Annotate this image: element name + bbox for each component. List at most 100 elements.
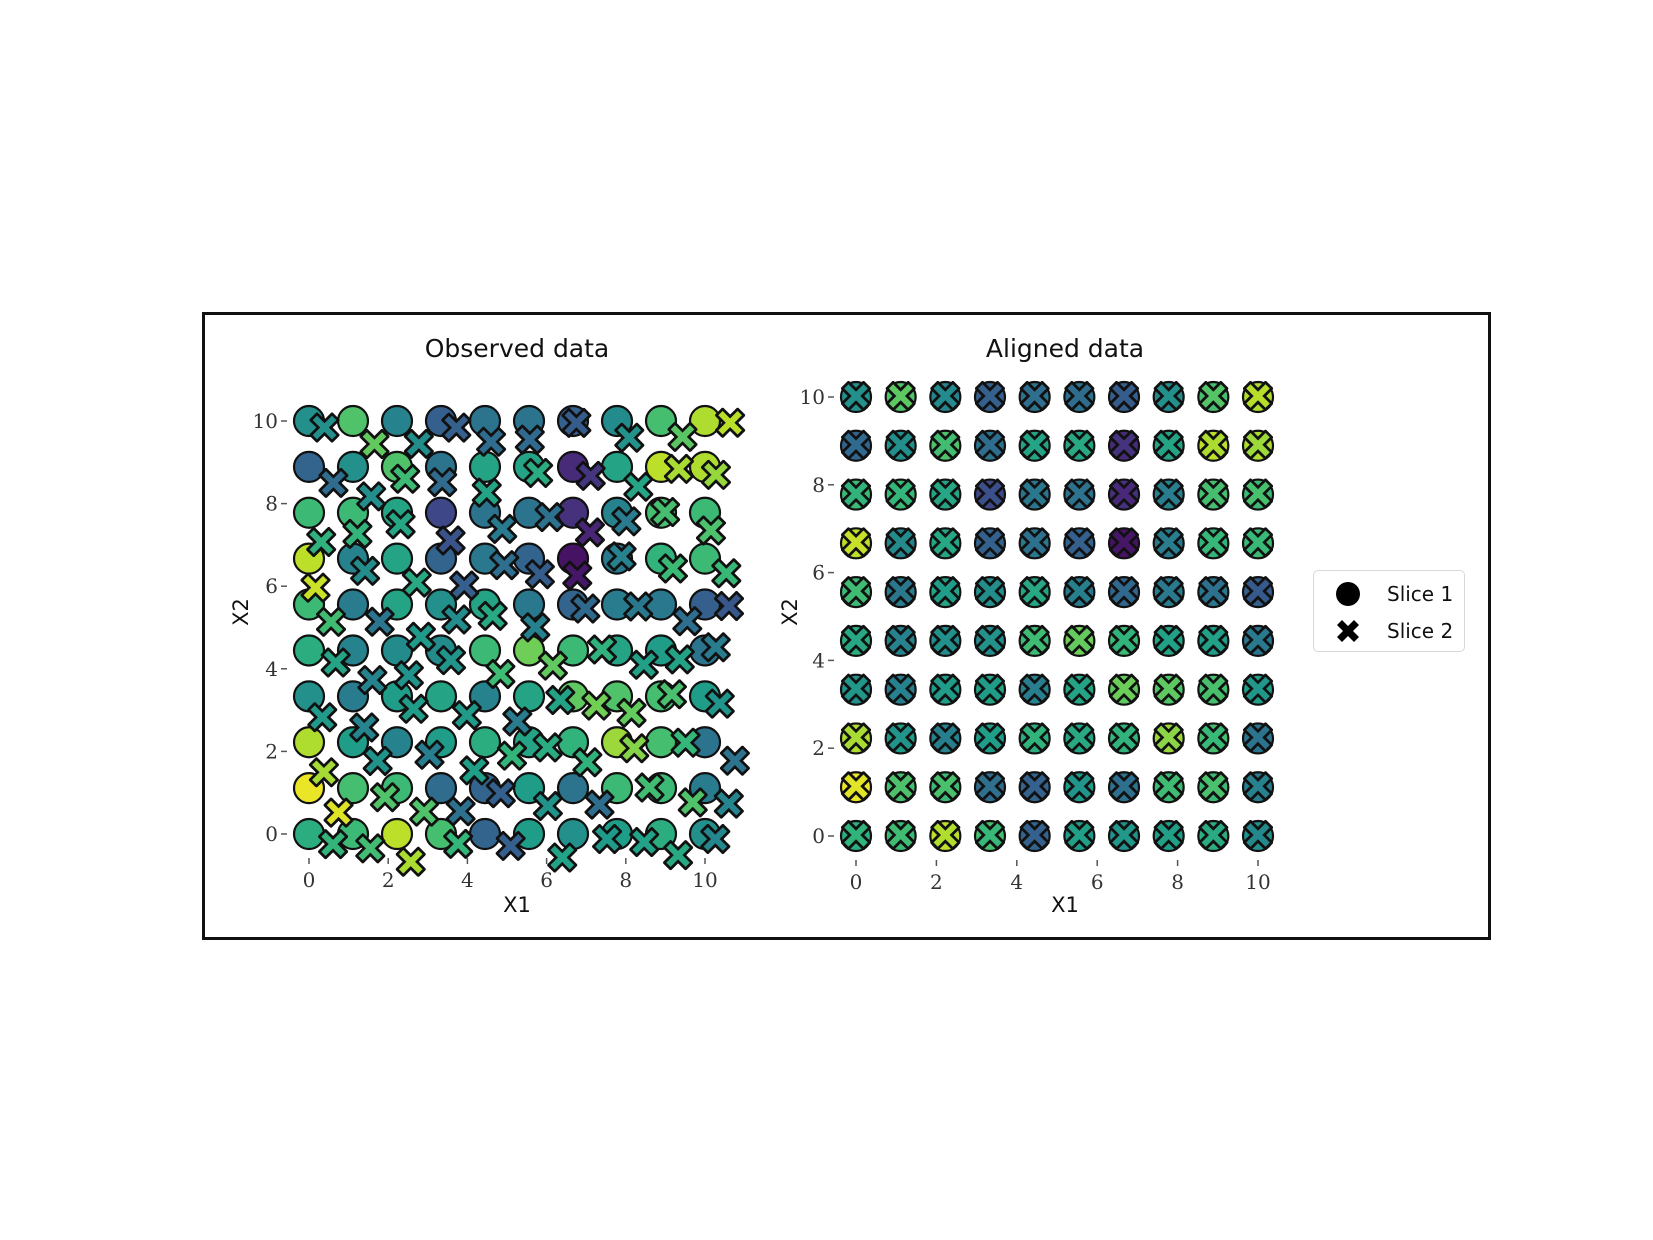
slice2-point (401, 567, 432, 598)
slice1-point (424, 496, 458, 529)
slice1-point (556, 772, 590, 805)
slice1-point (336, 588, 370, 621)
slice2-point (672, 606, 703, 637)
slice2-point (318, 467, 349, 498)
slice1-point (292, 817, 326, 851)
slice2-point (584, 789, 615, 820)
svg-text:6: 6 (1091, 870, 1104, 894)
slice1-point (688, 404, 722, 438)
slice2-point (364, 606, 395, 637)
aligned-points (839, 380, 1275, 853)
aligned-xlabel: X1 (1051, 893, 1079, 917)
slice2-point (663, 840, 694, 871)
svg-text:4: 4 (1010, 870, 1023, 894)
svg-text:0: 0 (303, 868, 316, 892)
observed-xlabel: X1 (503, 893, 531, 917)
slice2-point (403, 428, 434, 459)
slice2-point (355, 833, 386, 864)
slice1-point (292, 726, 326, 759)
slice1-point (468, 726, 502, 759)
slice2-point (308, 757, 339, 788)
svg-text:4: 4 (461, 868, 474, 892)
svg-text:8: 8 (265, 492, 278, 516)
slice2-point (323, 797, 354, 828)
svg-text:10: 10 (253, 409, 278, 433)
slice2-point (307, 702, 338, 733)
slice1-point (336, 404, 370, 438)
slice1-point (424, 772, 458, 805)
svg-text:10: 10 (1245, 870, 1270, 894)
slice2-point (451, 700, 482, 731)
slice2-point (485, 659, 516, 690)
slice2-point (445, 796, 476, 827)
slice1-point (556, 817, 590, 851)
legend-x-icon (1337, 620, 1359, 642)
slice2-point (395, 846, 426, 877)
svg-text:8: 8 (1171, 870, 1184, 894)
slice2-point (316, 606, 347, 637)
svg-text:8: 8 (812, 473, 825, 497)
slice2-point (532, 790, 563, 821)
slice2-point (502, 706, 533, 737)
observed-ylabel: X2 (229, 598, 253, 626)
slice2-point (719, 745, 750, 776)
observed-y-ticks: 0 2 4 6 8 10 (253, 409, 287, 846)
observed-x-ticks: 0 2 4 6 8 10 (303, 858, 718, 892)
legend-circle-icon (1336, 582, 1360, 606)
slice2-point (356, 481, 387, 512)
svg-text:0: 0 (850, 870, 863, 894)
slice2-point (357, 665, 388, 696)
slice2-point (628, 649, 659, 680)
slice1-point (292, 450, 326, 483)
slice2-point (711, 558, 742, 589)
slice1-point (468, 817, 502, 851)
aligned-y-ticks: 0 2 4 6 8 10 (800, 385, 834, 848)
slice1-point (512, 680, 546, 713)
slice1-point (380, 404, 414, 438)
slice1-point (380, 542, 414, 575)
svg-text:10: 10 (800, 385, 825, 409)
slice1-point (468, 634, 502, 667)
legend: Slice 1 Slice 2 (1313, 570, 1465, 652)
aligned-ylabel: X2 (778, 598, 802, 626)
slice2-point (537, 650, 568, 681)
legend-label-slice1: Slice 1 (1387, 582, 1453, 606)
svg-text:2: 2 (382, 868, 395, 892)
svg-text:6: 6 (265, 574, 278, 598)
svg-text:4: 4 (812, 648, 825, 672)
slice2-point (405, 621, 436, 652)
figure-frame (202, 312, 1491, 940)
svg-text:2: 2 (930, 870, 943, 894)
slice1-point (468, 450, 502, 483)
aligned-plot: Aligned data 0 2 4 6 8 10 0 2 4 6 8 10 X1 X2 (778, 334, 1275, 917)
slice1-point (424, 680, 458, 713)
slice1-point (336, 772, 370, 805)
slice2-point (713, 788, 744, 819)
slice2-point (362, 745, 393, 776)
svg-text:2: 2 (812, 736, 825, 760)
observed-title: Observed data (425, 334, 610, 363)
slice2-point (623, 471, 654, 502)
slice2-point (393, 660, 424, 691)
svg-text:8: 8 (619, 868, 632, 892)
svg-text:0: 0 (265, 822, 278, 846)
svg-text:10: 10 (692, 868, 717, 892)
svg-text:6: 6 (812, 561, 825, 585)
slice1-point (380, 634, 414, 667)
slice1-point (380, 817, 414, 851)
slice2-point (487, 513, 518, 544)
slice2-point (667, 421, 698, 452)
legend-label-slice2: Slice 2 (1387, 619, 1453, 643)
slice1-point (292, 496, 326, 529)
svg-text:0: 0 (812, 824, 825, 848)
slice2-point (449, 570, 480, 601)
slice1-point (292, 634, 326, 667)
observed-points (292, 404, 750, 877)
slice1-point (644, 726, 678, 759)
observed-plot: Observed data 0 2 4 6 8 10 0 2 4 6 8 10 X1 X2 (229, 334, 750, 917)
svg-text:4: 4 (265, 657, 278, 681)
svg-text:6: 6 (540, 868, 553, 892)
slice2-point (359, 429, 390, 460)
slice2-point (574, 517, 605, 548)
